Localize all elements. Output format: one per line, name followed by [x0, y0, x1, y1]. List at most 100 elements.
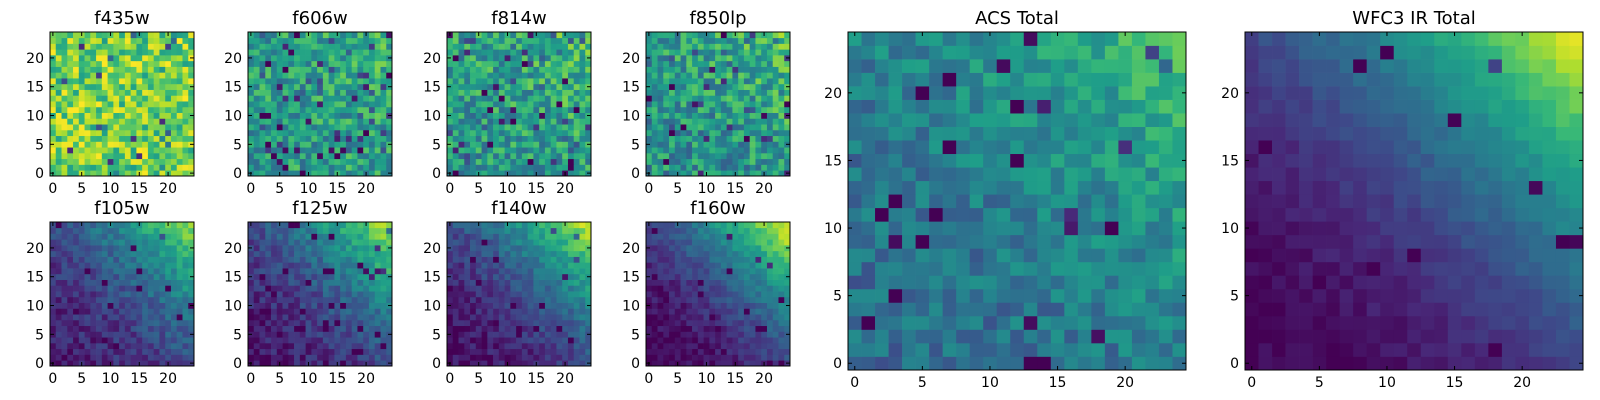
heatmap-cell — [55, 152, 62, 160]
heatmap-cell — [317, 49, 324, 56]
heatmap-cell — [276, 245, 283, 252]
heatmap-cell — [55, 32, 62, 39]
heatmap-cell — [510, 43, 517, 50]
heatmap-cell — [579, 262, 586, 269]
heatmap-cell — [470, 314, 477, 321]
heatmap-cell — [305, 342, 312, 350]
heatmap-cell — [692, 118, 699, 125]
heatmap-cell — [182, 118, 189, 125]
heatmap-cell — [726, 55, 733, 62]
heatmap-cell — [562, 152, 569, 160]
heatmap-cell — [136, 129, 143, 137]
heatmap-cell — [61, 158, 68, 165]
heatmap-cell — [720, 60, 727, 67]
heatmap-cell — [510, 78, 517, 85]
heatmap-cell — [550, 256, 557, 263]
heatmap-cell — [493, 37, 500, 44]
heatmap-cell — [772, 164, 779, 171]
heatmap-cell — [585, 342, 592, 350]
heatmap-cell — [703, 60, 710, 67]
heatmap-cell — [516, 262, 523, 269]
heatmap-cell — [165, 72, 172, 79]
heatmap-cell — [504, 337, 511, 344]
heatmap-cell — [464, 89, 471, 96]
heatmap-cell — [248, 285, 255, 292]
heatmap-cell — [299, 37, 306, 44]
heatmap-cell — [452, 262, 459, 269]
heatmap-cell — [61, 314, 68, 321]
heatmap-cell — [493, 49, 500, 56]
heatmap-cell — [259, 296, 266, 303]
heatmap-cell — [317, 55, 324, 62]
heatmap-cell — [470, 118, 477, 125]
heatmap-cell — [322, 233, 329, 240]
heatmap-cell — [271, 250, 278, 257]
heatmap-cell — [573, 43, 580, 50]
heatmap-cell — [119, 268, 126, 275]
heatmap-cell — [61, 337, 68, 344]
x-tick-label: 15 — [328, 181, 346, 197]
heatmap-cell — [322, 337, 329, 344]
heatmap-cell — [340, 227, 347, 234]
heatmap-cell — [78, 233, 85, 240]
heatmap-cell — [282, 106, 289, 113]
heatmap-cell — [340, 314, 347, 321]
heatmap-cell — [271, 360, 278, 367]
heatmap-cell — [544, 129, 552, 137]
heatmap-cell — [674, 158, 681, 165]
heatmap-cell — [651, 112, 658, 119]
heatmap-cell — [573, 141, 580, 148]
heatmap-cell — [73, 325, 80, 332]
heatmap-cell — [516, 302, 523, 309]
heatmap-cell — [351, 354, 358, 361]
heatmap-cell — [136, 118, 143, 125]
heatmap-cell — [772, 55, 779, 62]
heatmap-cell — [452, 170, 459, 177]
heatmap-cell — [136, 89, 143, 96]
heatmap-cell — [692, 89, 699, 96]
heatmap-cell — [55, 285, 62, 292]
heatmap-cell — [579, 325, 586, 332]
heatmap-cell — [67, 233, 74, 240]
x-tick-label: 15 — [527, 371, 545, 387]
heatmap-cell — [165, 55, 172, 62]
heatmap-cell — [101, 118, 108, 125]
heatmap-cell — [544, 37, 552, 44]
heatmap-cell — [282, 49, 289, 56]
heatmap-cell — [550, 262, 557, 269]
heatmap-cell — [657, 302, 664, 309]
heatmap-cell — [253, 342, 260, 350]
heatmap-cell — [544, 147, 552, 154]
heatmap-cell — [380, 302, 387, 309]
heatmap-cell — [720, 106, 727, 113]
heatmap-cell — [380, 314, 387, 321]
heatmap-cell — [322, 308, 329, 315]
heatmap-cell — [101, 250, 108, 257]
heatmap-cell — [772, 141, 779, 148]
heatmap-cell — [386, 72, 393, 79]
heatmap-cell — [772, 354, 779, 361]
heatmap-cell — [55, 37, 62, 44]
heatmap-cell — [475, 331, 482, 338]
heatmap-cell — [357, 308, 364, 315]
heatmap-cell — [452, 331, 459, 338]
heatmap-cell — [159, 141, 166, 148]
heatmap-cell — [253, 49, 260, 56]
heatmap-cell — [784, 78, 791, 85]
heatmap-cell — [539, 331, 546, 338]
heatmap-cell — [113, 43, 120, 50]
heatmap-cell — [709, 296, 716, 303]
heatmap-cell — [50, 147, 57, 154]
heatmap-cell — [544, 222, 552, 229]
heatmap-cell — [585, 291, 592, 298]
heatmap-cell — [136, 78, 143, 85]
heatmap-cell — [340, 331, 347, 338]
heatmap-cell — [182, 314, 189, 321]
heatmap-cell — [50, 250, 57, 257]
heatmap-cell — [170, 49, 178, 56]
heatmap-cell — [288, 164, 295, 171]
heatmap-cell — [743, 296, 751, 303]
heatmap-cell — [720, 135, 727, 142]
heatmap-cell — [265, 325, 272, 332]
heatmap-cell — [182, 32, 189, 39]
